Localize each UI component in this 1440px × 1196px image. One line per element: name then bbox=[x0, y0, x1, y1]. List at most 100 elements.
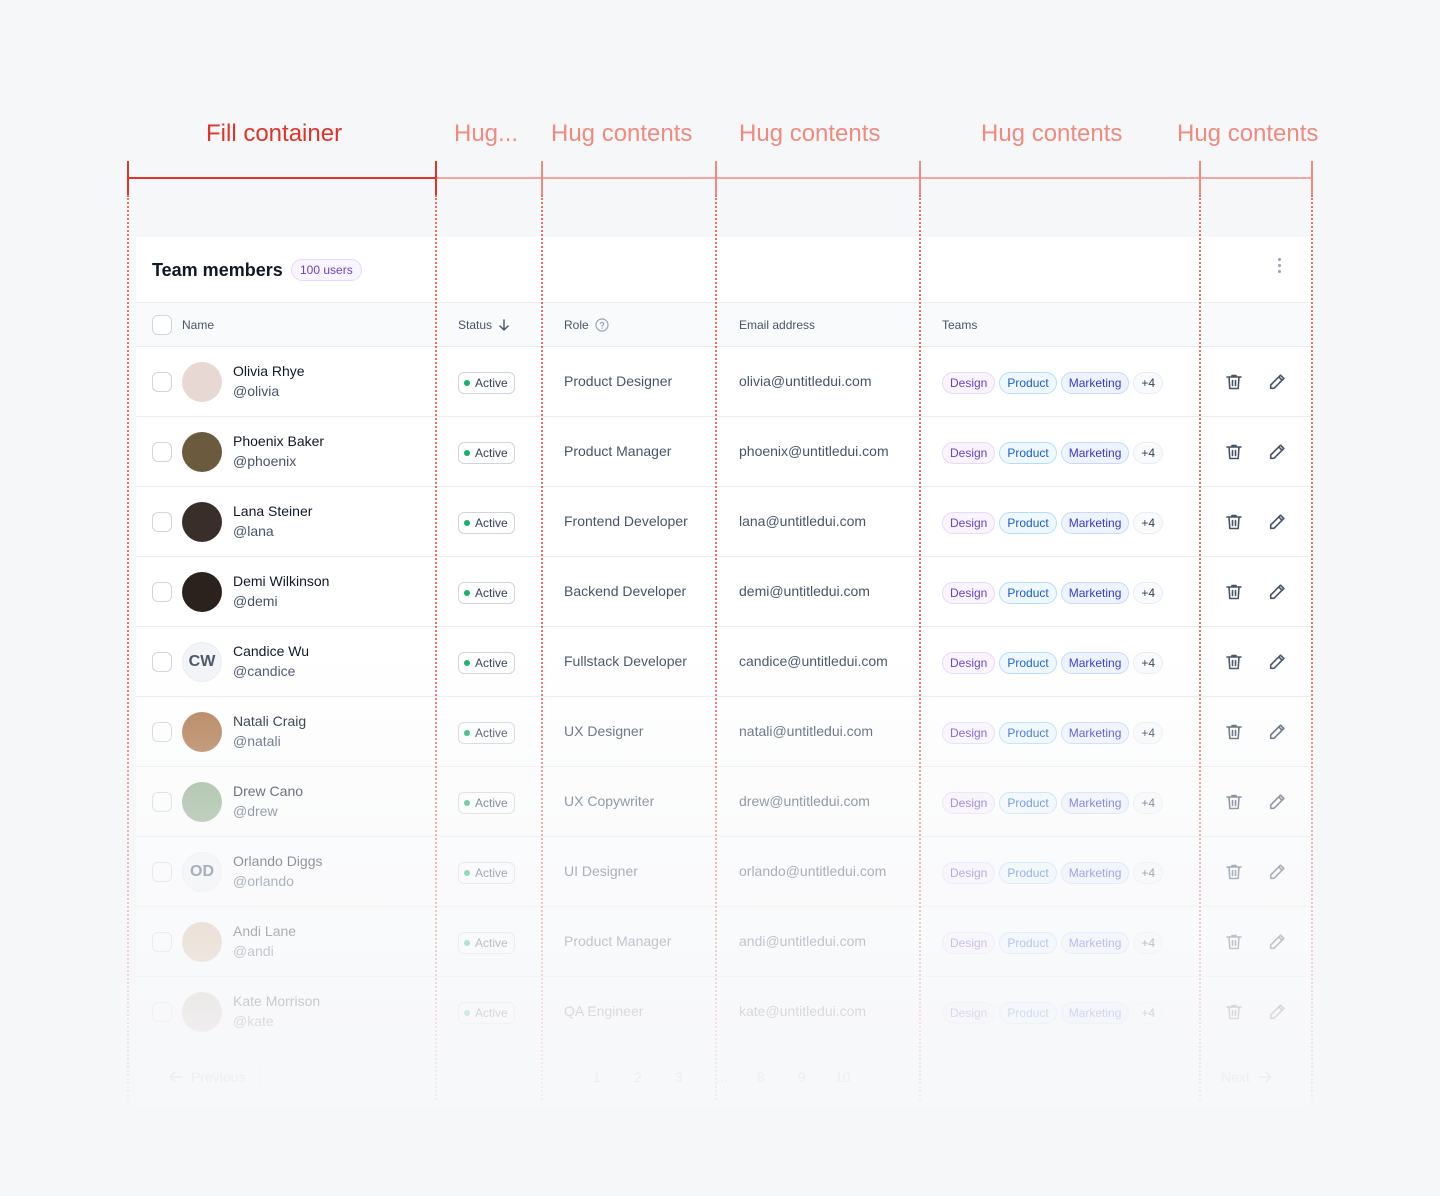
user-name: Candice Wu bbox=[233, 643, 310, 659]
annotation-hug-email: Hug contents bbox=[739, 120, 881, 147]
trash-icon[interactable] bbox=[1224, 932, 1244, 952]
row-checkbox[interactable] bbox=[152, 722, 172, 742]
user-role: UI Designer bbox=[564, 863, 638, 879]
annotation-guide bbox=[1311, 195, 1313, 1100]
status-dot-icon bbox=[464, 450, 470, 456]
tag-design: Design bbox=[942, 862, 996, 884]
avatar bbox=[182, 922, 222, 962]
tag-design: Design bbox=[942, 1002, 996, 1024]
trash-icon[interactable] bbox=[1224, 582, 1244, 602]
page-number[interactable]: 1 bbox=[593, 1069, 601, 1085]
tag-product: Product bbox=[999, 1002, 1057, 1024]
team-tags: Design Product Marketing +4 bbox=[942, 512, 1164, 534]
annotation-guide bbox=[919, 195, 921, 1100]
row-checkbox[interactable] bbox=[152, 512, 172, 532]
status-badge: Active bbox=[458, 862, 515, 884]
page-number[interactable]: 10 bbox=[835, 1069, 851, 1085]
edit-pencil-icon[interactable] bbox=[1267, 722, 1287, 742]
user-name: Olivia Rhye bbox=[233, 363, 305, 379]
edit-pencil-icon[interactable] bbox=[1267, 1002, 1287, 1022]
user-handle: @phoenix bbox=[233, 453, 297, 469]
tag-marketing: Marketing bbox=[1060, 512, 1130, 534]
table-row: Lana Steiner @lana Active Frontend Develope… bbox=[136, 487, 1311, 557]
table-header: Name Status Role Email address Teams bbox=[136, 303, 1311, 347]
edit-pencil-icon[interactable] bbox=[1267, 652, 1287, 672]
help-circle-icon[interactable] bbox=[595, 318, 609, 332]
edit-pencil-icon[interactable] bbox=[1267, 442, 1287, 462]
row-checkbox[interactable] bbox=[152, 792, 172, 812]
user-name: Phoenix Baker bbox=[233, 433, 325, 449]
tag-more: +4 bbox=[1133, 512, 1164, 534]
row-checkbox[interactable] bbox=[152, 652, 172, 672]
page-number[interactable]: 2 bbox=[634, 1069, 642, 1085]
annotation-hug-actions: Hug contents bbox=[1177, 120, 1319, 147]
next-button[interactable]: Next bbox=[1206, 1059, 1287, 1095]
page-number[interactable]: 8 bbox=[757, 1069, 765, 1085]
trash-icon[interactable] bbox=[1224, 722, 1244, 742]
user-email: natali@untitledui.com bbox=[739, 723, 874, 739]
trash-icon[interactable] bbox=[1224, 652, 1244, 672]
tag-more: +4 bbox=[1133, 652, 1164, 674]
row-checkbox[interactable] bbox=[152, 1002, 172, 1022]
tag-design: Design bbox=[942, 582, 996, 604]
trash-icon[interactable] bbox=[1224, 442, 1244, 462]
row-checkbox[interactable] bbox=[152, 372, 172, 392]
trash-icon[interactable] bbox=[1224, 1002, 1244, 1022]
user-name: Natali Craig bbox=[233, 713, 307, 729]
row-checkbox[interactable] bbox=[152, 862, 172, 882]
status-badge: Active bbox=[458, 652, 515, 674]
status-badge: Active bbox=[458, 1002, 515, 1024]
page-number[interactable]: 9 bbox=[798, 1069, 806, 1085]
annotation-guide bbox=[541, 195, 543, 1100]
annotation-hug-status: Hug... bbox=[454, 120, 519, 147]
team-tags: Design Product Marketing +4 bbox=[942, 372, 1164, 394]
tag-product: Product bbox=[999, 722, 1057, 744]
edit-pencil-icon[interactable] bbox=[1267, 792, 1287, 812]
edit-pencil-icon[interactable] bbox=[1267, 862, 1287, 882]
previous-button[interactable]: Previous bbox=[154, 1059, 261, 1095]
tag-more: +4 bbox=[1133, 442, 1164, 464]
tag-design: Design bbox=[942, 932, 996, 954]
tag-design: Design bbox=[942, 442, 996, 464]
edit-pencil-icon[interactable] bbox=[1267, 372, 1287, 392]
tag-marketing: Marketing bbox=[1060, 652, 1130, 674]
page-number[interactable]: 3 bbox=[675, 1069, 683, 1085]
avatar-initials: CW bbox=[188, 653, 216, 670]
tag-product: Product bbox=[999, 652, 1057, 674]
user-handle: @demi bbox=[233, 593, 278, 609]
trash-icon[interactable] bbox=[1224, 792, 1244, 812]
trash-icon[interactable] bbox=[1224, 372, 1244, 392]
avatar bbox=[182, 432, 222, 472]
dots-vertical-icon[interactable] bbox=[1271, 255, 1287, 275]
user-email: olivia@untitledui.com bbox=[739, 373, 872, 389]
row-checkbox[interactable] bbox=[152, 442, 172, 462]
annotation-guide bbox=[1199, 195, 1201, 1100]
status-dot-icon bbox=[464, 1010, 470, 1016]
status-badge: Active bbox=[458, 932, 515, 954]
status-label: Active bbox=[475, 866, 508, 880]
user-role: QA Engineer bbox=[564, 1003, 644, 1019]
row-checkbox[interactable] bbox=[152, 582, 172, 602]
team-tags: Design Product Marketing +4 bbox=[942, 652, 1164, 674]
column-header-status[interactable]: Status bbox=[458, 318, 510, 332]
row-checkbox[interactable] bbox=[152, 932, 172, 952]
user-role: Product Designer bbox=[564, 373, 673, 389]
select-all-checkbox[interactable] bbox=[152, 315, 172, 335]
trash-icon[interactable] bbox=[1224, 512, 1244, 532]
tag-more: +4 bbox=[1133, 582, 1164, 604]
annotation-line-role bbox=[542, 177, 716, 179]
edit-pencil-icon[interactable] bbox=[1267, 932, 1287, 952]
table-row: Kate Morrison @kate Active QA Engineer kate@… bbox=[136, 977, 1311, 1047]
edit-pencil-icon[interactable] bbox=[1267, 582, 1287, 602]
tag-design: Design bbox=[942, 512, 996, 534]
tag-design: Design bbox=[942, 372, 996, 394]
avatar-initials: OD bbox=[190, 863, 214, 880]
trash-icon[interactable] bbox=[1224, 862, 1244, 882]
avatar bbox=[182, 572, 222, 612]
user-email: andi@untitledui.com bbox=[739, 933, 867, 949]
user-handle: @drew bbox=[233, 803, 278, 819]
tag-product: Product bbox=[999, 582, 1057, 604]
user-email: lana@untitledui.com bbox=[739, 513, 867, 529]
tag-design: Design bbox=[942, 722, 996, 744]
edit-pencil-icon[interactable] bbox=[1267, 512, 1287, 532]
